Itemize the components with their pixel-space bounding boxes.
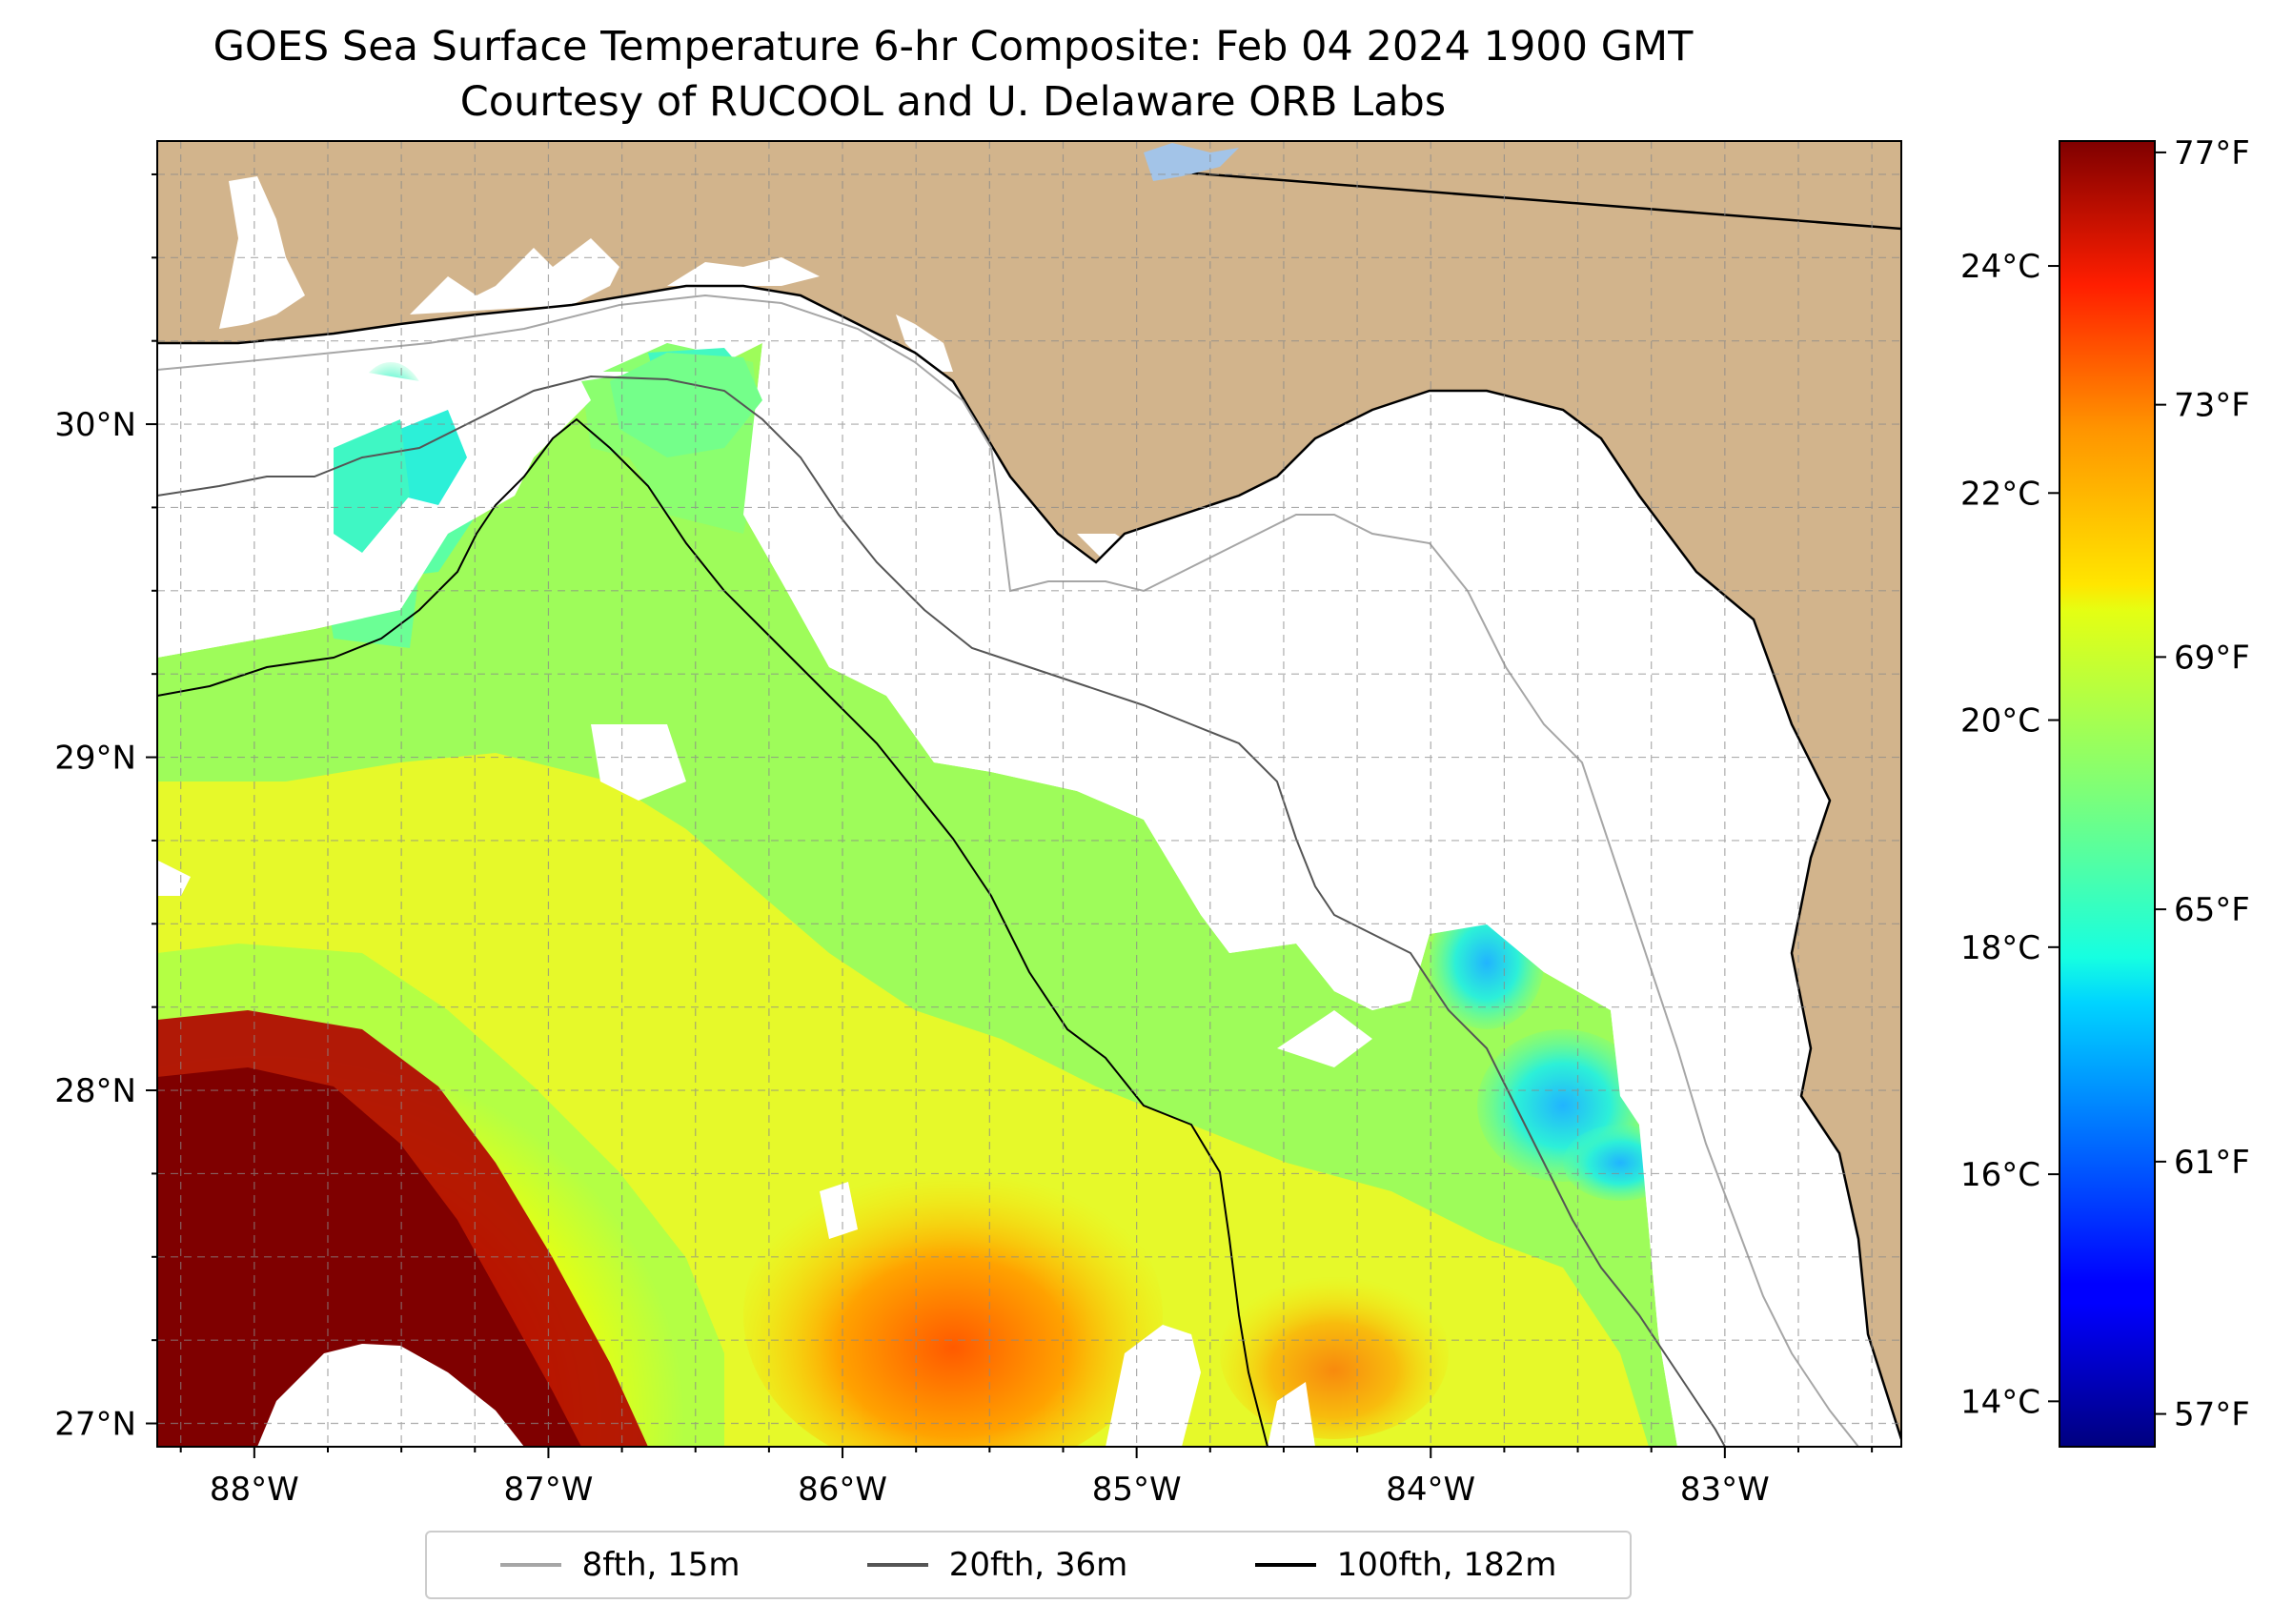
lon-tick-label: 86°W [798, 1471, 887, 1509]
celsius-tick-label: 22°C [1960, 475, 2040, 513]
map-subtitle: Courtesy of RUCOOL and U. Delaware ORB L… [459, 78, 1447, 126]
lon-tick-label: 83°W [1680, 1471, 1770, 1509]
state-border [1171, 170, 1901, 231]
legend-item-20fth: 20fth, 36m [866, 1546, 1128, 1584]
lat-tick-label: 27°N [54, 1406, 136, 1444]
fahrenheit-tick-label: 69°F [2174, 639, 2250, 677]
celsius-tick-label: 18°C [1960, 929, 2040, 967]
legend-swatch-8fth [499, 1563, 561, 1567]
fahrenheit-tick-label: 77°F [2174, 134, 2250, 173]
legend-label-100fth: 100fth, 182m [1336, 1546, 1557, 1584]
celsius-tick-label: 16°C [1960, 1156, 2040, 1194]
contour-legend: 8fth, 15m 20fth, 36m 100fth, 182m [425, 1531, 1632, 1599]
contour-100fth [157, 417, 1268, 1447]
land-mass [157, 141, 1901, 1439]
celsius-tick-label: 14°C [1960, 1383, 2040, 1421]
contour-8fth [157, 294, 1859, 1447]
legend-item-100fth: 100fth, 182m [1254, 1546, 1557, 1584]
fahrenheit-tick-label: 57°F [2174, 1396, 2250, 1434]
gridlines [157, 141, 1901, 1447]
lat-tick-label: 28°N [54, 1072, 136, 1110]
lon-tick-label: 85°W [1092, 1471, 1182, 1509]
map-title: GOES Sea Surface Temperature 6-hr Compos… [213, 23, 1694, 71]
bathymetry-contours [157, 294, 1859, 1447]
legend-label-8fth: 8fth, 15m [581, 1546, 741, 1584]
map-area [157, 141, 1901, 1447]
legend-swatch-100fth [1254, 1563, 1316, 1567]
fahrenheit-tick-label: 73°F [2174, 387, 2250, 425]
map-frame [156, 140, 1902, 1448]
lat-tick-label: 30°N [54, 406, 136, 444]
legend-swatch-20fth [866, 1563, 928, 1567]
colorbar [2059, 140, 2156, 1448]
legend-item-8fth: 8fth, 15m [499, 1546, 741, 1584]
lon-tick-label: 87°W [503, 1471, 593, 1509]
celsius-tick-label: 20°C [1960, 702, 2040, 741]
lon-tick-label: 84°W [1386, 1471, 1475, 1509]
colorbar-ticks: 24°C 22°C 20°C 18°C 16°C 14°C 77°F 73°F 69°F 65°F… [1960, 134, 2250, 1434]
lat-tick-label: 29°N [54, 740, 136, 778]
celsius-tick-label: 24°C [1960, 248, 2040, 286]
fahrenheit-tick-label: 65°F [2174, 891, 2250, 929]
fahrenheit-tick-label: 61°F [2174, 1144, 2250, 1182]
legend-label-20fth: 20fth, 36m [948, 1546, 1128, 1584]
map-axes: 88°W 87°W 86°W 85°W 84°W 83°W 30°N 29°N 28°N 27°N [54, 173, 1874, 1509]
lon-tick-label: 88°W [210, 1471, 299, 1509]
lake-icon [1144, 143, 1239, 181]
contour-20fth [157, 375, 1726, 1447]
